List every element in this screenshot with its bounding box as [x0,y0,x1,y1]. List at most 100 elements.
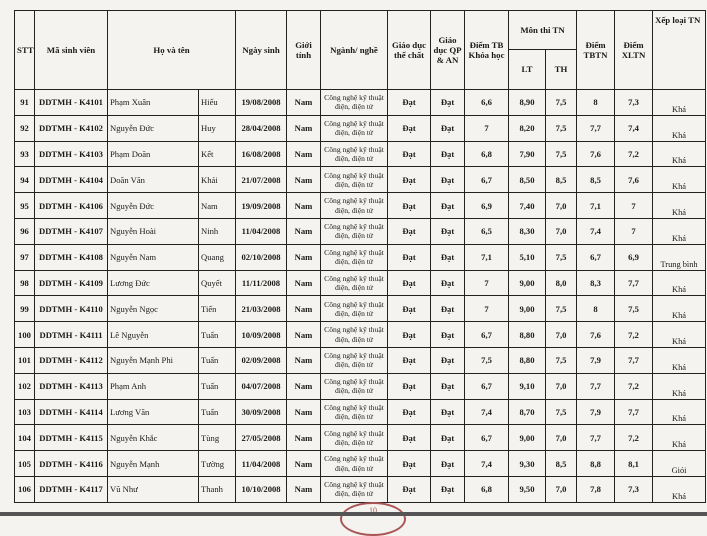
cell-th: 7,5 [545,398,578,426]
header-defense: Giáo dục QP & AN [430,10,466,90]
cell-student-id: DDTMH - K4107 [34,217,108,245]
cell-th: 7,0 [545,475,578,503]
cell-stt: 98 [14,269,35,297]
cell-pe: Đạt [387,424,432,452]
table-row: 105 DDTMH - K4116 Nguyễn Mạnh Tường 11/04/20… [14,450,707,477]
cell-xltn: 8,1 [614,450,654,477]
cell-gpa: 7 [464,114,510,142]
cell-xltn: 6,9 [614,243,654,271]
cell-th: 7,5 [545,89,578,116]
cell-xltn: 7,2 [614,372,654,400]
cell-pe: Đạt [387,295,432,323]
cell-rank: Giỏi [652,450,707,477]
cell-tbtn: 7,4 [576,217,616,245]
header-stt: STT [14,10,35,90]
cell-first-name: Thanh [197,475,237,503]
cell-gpa: 6,7 [464,424,510,452]
cell-dob: 21/07/2008 [235,166,288,194]
cell-gpa: 6,6 [464,89,510,116]
cell-pe: Đạt [387,372,432,400]
cell-xltn: 7,3 [614,89,654,116]
cell-student-id: DDTMH - K4101 [34,89,108,116]
cell-xltn: 7,4 [614,114,654,142]
cell-first-name: Kết [197,140,237,168]
cell-pe: Đạt [387,243,432,271]
cell-major: Công nghệ kỹ thuật điện, điện tử [320,89,389,116]
cell-pe: Đạt [387,140,432,168]
cell-xltn: 7,7 [614,398,654,426]
cell-gpa: 6,8 [464,140,510,168]
cell-gender: Nam [286,89,322,116]
cell-rank: Khá [652,89,707,116]
header-student-id: Mã sinh viên [34,10,108,90]
cell-defense: Đạt [430,217,466,245]
cell-stt: 100 [14,321,35,348]
cell-xltn: 7,7 [614,346,654,374]
cell-student-id: DDTMH - K4116 [34,450,108,477]
cell-rank: Khá [652,217,707,245]
cell-tbtn: 7,9 [576,346,616,374]
cell-gender: Nam [286,398,322,426]
cell-th: 7,0 [545,217,578,245]
header-pe: Giáo dục thể chất [387,10,432,90]
cell-dob: 10/10/2008 [235,475,288,503]
cell-dob: 10/09/2008 [235,321,288,348]
cell-student-id: DDTMH - K4106 [34,192,108,219]
cell-gender: Nam [286,346,322,374]
header-major: Ngành/ nghề [320,10,389,90]
cell-tbtn: 7,6 [576,321,616,348]
cell-lt: 9,30 [508,450,547,477]
cell-stt: 94 [14,166,35,194]
cell-lt: 9,00 [508,424,547,452]
cell-major: Công nghệ kỹ thuật điện, điện tử [320,321,389,348]
table-row: 94 DDTMH - K4104 Doãn Văn Khải 21/07/2008 Nam… [14,166,707,194]
cell-defense: Đạt [430,346,466,374]
scan-edge [0,512,707,516]
cell-first-name: Tiến [197,295,237,323]
cell-major: Công nghệ kỹ thuật điện, điện tử [320,140,389,168]
cell-rank: Khá [652,166,707,194]
cell-xltn: 7 [614,192,654,219]
header-lt: LT [508,49,547,90]
cell-last-middle-name: Nguyễn Hoài [107,217,199,245]
header-exam: Môn thi TN [508,10,578,50]
cell-student-id: DDTMH - K4110 [34,295,108,323]
cell-th: 7,5 [545,346,578,374]
cell-tbtn: 7,7 [576,114,616,142]
cell-th: 7,0 [545,321,578,348]
cell-last-middle-name: Vũ Như [107,475,199,503]
cell-pe: Đạt [387,166,432,194]
cell-major: Công nghệ kỹ thuật điện, điện tử [320,269,389,297]
cell-tbtn: 8,8 [576,450,616,477]
cell-first-name: Tường [197,450,237,477]
cell-xltn: 7,5 [614,295,654,323]
cell-major: Công nghệ kỹ thuật điện, điện tử [320,398,389,426]
header-full-name: Họ và tên [106,10,237,90]
cell-gender: Nam [286,114,322,142]
cell-th: 7,5 [545,114,578,142]
cell-stt: 101 [14,346,35,374]
cell-dob: 11/11/2008 [235,269,288,297]
header-xltn: Điểm XLTN [614,10,654,90]
cell-last-middle-name: Doãn Văn [107,166,199,194]
cell-major: Công nghệ kỹ thuật điện, điện tử [320,372,389,400]
cell-major: Công nghệ kỹ thuật điện, điện tử [320,424,389,452]
cell-gpa: 6,7 [464,372,510,400]
header-gender: Giới tính [286,10,322,90]
cell-gender: Nam [286,372,322,400]
cell-lt: 8,70 [508,398,547,426]
cell-student-id: DDTMH - K4113 [34,372,108,400]
cell-rank: Khá [652,269,707,297]
cell-gpa: 7 [464,269,510,297]
cell-defense: Đạt [430,114,466,142]
cell-xltn: 7 [614,217,654,245]
table-row: 103 DDTMH - K4114 Lương Văn Tuấn 30/09/2008 N… [14,398,707,426]
cell-pe: Đạt [387,114,432,142]
cell-lt: 8,30 [508,217,547,245]
cell-student-id: DDTMH - K4115 [34,424,108,452]
cell-first-name: Nam [197,192,237,219]
cell-first-name: Tùng [197,424,237,452]
table-row: 99 DDTMH - K4110 Nguyễn Ngọc Tiến 21/03/2008… [14,295,707,323]
cell-pe: Đạt [387,398,432,426]
cell-first-name: Quang [197,243,237,271]
